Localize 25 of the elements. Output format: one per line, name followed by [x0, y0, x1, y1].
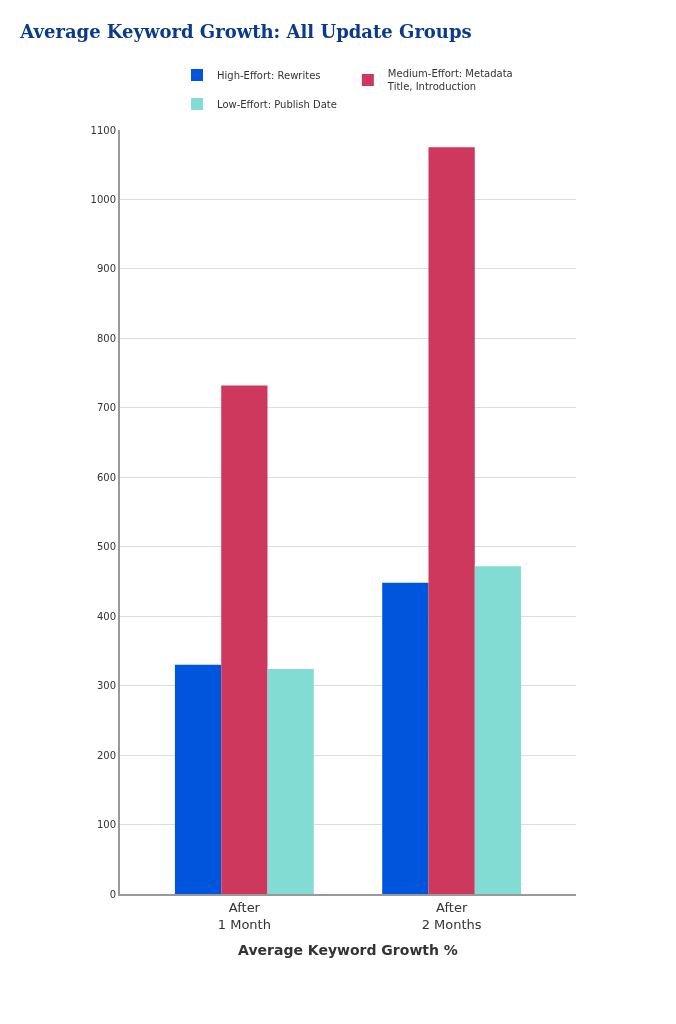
- bar: [267, 668, 314, 894]
- bar: [428, 147, 475, 894]
- y-tick-label: 1000: [90, 193, 116, 205]
- y-tick-label: 200: [96, 749, 116, 761]
- y-tick-label: 800: [96, 332, 116, 344]
- y-tick-label: 400: [96, 610, 116, 622]
- y-tick-label: 1100: [90, 124, 116, 136]
- y-tick-label: 500: [96, 541, 116, 553]
- bar: [474, 566, 522, 894]
- x-axis-title: Average Keyword Growth %: [238, 942, 458, 959]
- legend-label: High-Effort: Rewrites: [217, 69, 321, 81]
- chart-title: Average Keyword Growth: All Update Groups: [19, 21, 472, 43]
- y-tick-label: 0: [109, 888, 116, 900]
- y-tick-label: 900: [96, 263, 116, 275]
- bar: [174, 664, 222, 894]
- legend-label: Medium-Effort: Metadata Title, Introduction: [386, 68, 513, 93]
- y-tick-label: 300: [96, 680, 116, 692]
- y-tick-label: 100: [96, 819, 116, 831]
- x-tick-label: After 2 Months: [421, 899, 482, 932]
- legend-label: Low-Effort: Publish Date: [217, 98, 337, 110]
- y-tick-label: 600: [96, 471, 116, 483]
- bar: [382, 582, 429, 894]
- x-tick-label: After 1 Month: [217, 899, 271, 932]
- y-tick-label: 700: [96, 402, 116, 414]
- bar: [221, 385, 268, 894]
